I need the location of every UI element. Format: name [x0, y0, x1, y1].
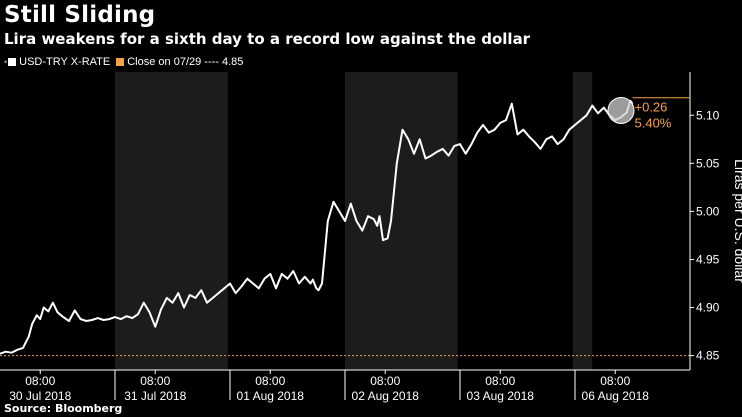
series-group: [0, 99, 634, 355]
x-tick-time: 08:00: [485, 374, 515, 388]
x-tick-date: 02 Aug 2018: [352, 389, 420, 403]
x-tick-time: 08:00: [600, 374, 630, 388]
annotation-percent: 5.40%: [635, 116, 672, 131]
x-tick-time: 08:00: [25, 374, 55, 388]
legend-item-close: Close on 07/29 ---- 4.85: [116, 56, 243, 68]
series-line: [0, 99, 634, 355]
x-tick-time: 08:00: [140, 374, 170, 388]
chart-title: Still Sliding: [4, 2, 156, 28]
legend-close-label: Close on 07/29 ---- 4.85: [127, 56, 244, 68]
x-tick-date: 03 Aug 2018: [467, 389, 535, 403]
x-tick-date: 01 Aug 2018: [237, 389, 305, 403]
pin-icon: •: [4, 57, 8, 67]
axes-group: 4.85 4.90 4.95 5.00 5.05 5.10 Liras per U.S. d…: [0, 72, 742, 403]
y-tick-label: 5.00: [696, 204, 720, 218]
x-tick-date: 30 Jul 2018: [9, 389, 71, 403]
annotation-group: +0.265.40%: [607, 96, 690, 131]
shaded-day-bands: [115, 72, 593, 370]
x-tick-date: 06 Aug 2018: [582, 389, 650, 403]
x-tick-time: 08:00: [370, 374, 400, 388]
y-tick-label: 4.90: [696, 301, 720, 315]
shaded-band-0: [115, 72, 228, 370]
series-swatch: [8, 58, 17, 66]
chart-subtitle: Lira weakens for a sixth day to a record…: [4, 30, 531, 48]
x-tick-date: 31 Jul 2018: [124, 389, 186, 403]
y-tick-label: 5.10: [696, 108, 720, 122]
y-axis-label: Liras per U.S. dollar: [732, 159, 742, 283]
shaded-band-1: [345, 72, 458, 370]
shaded-band-2: [572, 72, 593, 370]
x-tick-time: 08:00: [255, 374, 285, 388]
y-tick-label: 4.85: [696, 349, 720, 363]
last-value-marker: [607, 96, 635, 124]
legend-series-label: USD-TRY X-RATE: [19, 56, 111, 68]
source-note: Source: Bloomberg: [4, 402, 123, 415]
close-swatch: [116, 58, 125, 66]
y-tick-label: 4.95: [696, 252, 720, 266]
legend-item-series: • USD-TRY X-RATE: [4, 56, 110, 68]
annotation-change: +0.26: [635, 100, 668, 115]
y-tick-label: 5.05: [696, 156, 720, 170]
legend: • USD-TRY X-RATE Close on 07/29 ---- 4.8…: [4, 54, 249, 70]
